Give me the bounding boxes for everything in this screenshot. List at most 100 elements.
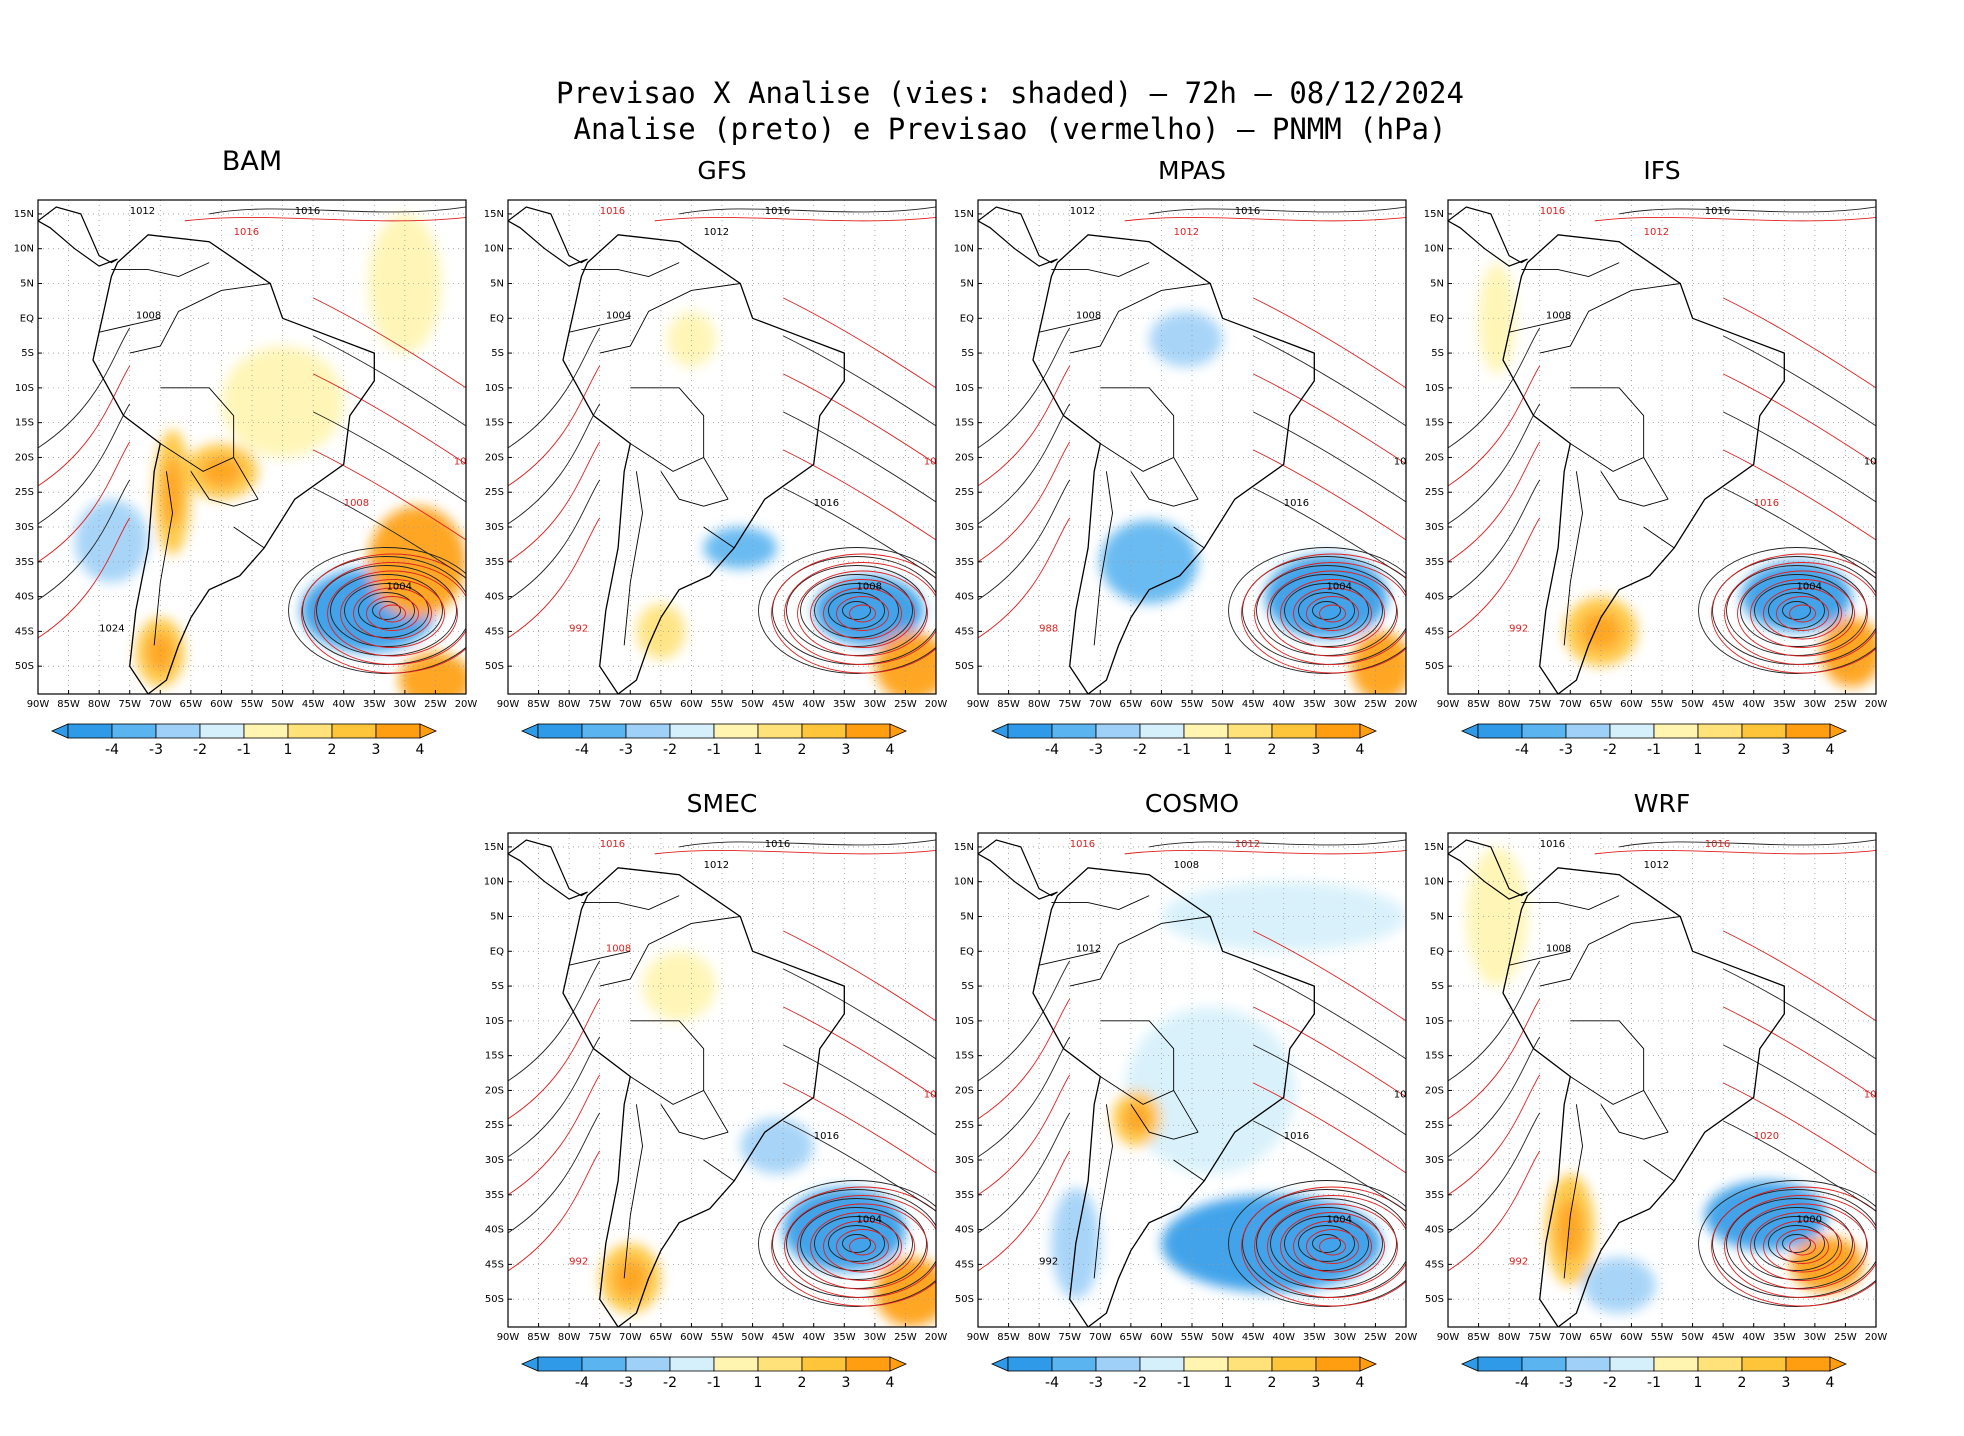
lon-tick-label: 25W: [1834, 1332, 1857, 1343]
lon-tick-label: 70W: [619, 1332, 642, 1343]
colorbar-label: -4: [1515, 1375, 1529, 1391]
lat-tick-label: 10S: [955, 383, 974, 394]
isobar-label: 1008: [1076, 310, 1101, 321]
colorbar-label: -4: [105, 742, 119, 758]
lat-tick-label: 15S: [15, 418, 34, 429]
lon-tick-label: 60W: [210, 699, 233, 710]
lat-tick-label: 35S: [955, 1190, 974, 1201]
map-panel-cosmo: COSMO 1016 1012 1008 1012 1004 992 1024 1016 15N 1…: [940, 783, 1444, 1417]
lat-tick-label: EQ: [960, 313, 974, 324]
lat-tick-label: 50S: [955, 661, 974, 672]
isobar-label: 1008: [606, 943, 631, 954]
colorbar: -4 -3 -2 -1 1 2 3 4: [521, 1356, 907, 1391]
colorbar-label: 3: [372, 742, 381, 758]
lat-tick-label: 50S: [485, 1294, 504, 1305]
colorbar-label: -2: [1603, 1375, 1617, 1391]
colorbar-label: 1: [284, 742, 293, 758]
colorbar-label: 2: [798, 1375, 807, 1391]
lon-tick-label: 80W: [1498, 1332, 1521, 1343]
lon-tick-label: 30W: [1334, 1332, 1357, 1343]
lon-tick-label: 55W: [1651, 699, 1674, 710]
forecast-isobar: [1789, 1237, 1816, 1256]
lon-tick-label: 60W: [680, 699, 703, 710]
isobar-label: 1004: [1327, 1215, 1352, 1226]
colorbar-label: 4: [1356, 742, 1365, 758]
colorbar: -4 -3 -2 -1 1 2 3 4: [1461, 1356, 1847, 1391]
coastline: [562, 867, 845, 1327]
lon-tick-label: 75W: [118, 699, 141, 710]
lon-tick-label: 55W: [1181, 1332, 1204, 1343]
lon-tick-label: 75W: [1528, 699, 1551, 710]
colorbar-label: -4: [1515, 742, 1529, 758]
lat-tick-label: 20S: [1425, 452, 1444, 463]
colorbar-label: -1: [237, 742, 251, 758]
colorbar-label: 1: [1694, 1375, 1703, 1391]
lon-tick-label: 70W: [1089, 699, 1112, 710]
lon-tick-label: 90W: [1437, 699, 1460, 710]
lon-tick-label: 80W: [88, 699, 111, 710]
isobar-label: 1008: [1546, 943, 1571, 954]
lon-tick-label: 65W: [650, 1332, 673, 1343]
lon-tick-label: 40W: [1272, 1332, 1295, 1343]
lat-tick-label: 10S: [485, 1016, 504, 1027]
forecast-isobar: [1267, 570, 1398, 657]
analysis-isobar: [758, 1180, 936, 1307]
isobar-label: 1016: [234, 227, 259, 238]
lat-tick-label: 35S: [1425, 1190, 1444, 1201]
isobar-label: 992: [569, 623, 588, 634]
lat-tick-label: 5S: [1431, 348, 1444, 359]
lon-tick-label: 45W: [1712, 1332, 1735, 1343]
map-panel-ifs: IFS 1016 1016 1012 1008 1004 992 1024 1016 15N 10N…: [1410, 150, 1914, 784]
lat-tick-label: 5S: [21, 348, 34, 359]
lat-tick-label: 40S: [1425, 1225, 1444, 1236]
lat-tick-label: 5N: [1430, 278, 1444, 289]
lat-tick-label: 15S: [485, 418, 504, 429]
lon-tick-label: 85W: [1467, 1332, 1490, 1343]
lat-tick-label: 25S: [955, 487, 974, 498]
isobar-label: 1012: [1076, 943, 1101, 954]
map-svg: 1016 1016 1012 1008 1004 992 1024 1016 15N 10N 5N E…: [1424, 199, 1887, 758]
lon-tick-label: 60W: [1150, 1332, 1173, 1343]
lat-tick-label: 10N: [484, 877, 504, 888]
lat-tick-label: 5N: [490, 278, 504, 289]
isobar-label: 1016: [1754, 498, 1779, 509]
panel-title: GFS: [697, 156, 747, 185]
isobar-label: 992: [1509, 623, 1528, 634]
isobar-label: 1016: [765, 839, 790, 850]
isobar-label: 1016: [1540, 206, 1565, 217]
forecast-isobar: [1763, 587, 1842, 640]
lat-tick-label: 30S: [15, 522, 34, 533]
lat-tick-label: 5S: [491, 981, 504, 992]
panel-title: BAM: [221, 146, 283, 177]
isobar-label: 1012: [1070, 206, 1095, 217]
colorbar-label: -3: [619, 1375, 633, 1391]
isobar-label: 1012: [130, 206, 155, 217]
analysis-isobar: [1768, 592, 1825, 629]
forecast-isobar: [1319, 1237, 1346, 1256]
analysis-isobar: [288, 547, 466, 674]
lon-tick-label: 80W: [558, 699, 581, 710]
analysis-isobar: [842, 601, 871, 620]
colorbar-label: 1: [1224, 742, 1233, 758]
forecast-isobar: [1776, 596, 1829, 631]
lat-tick-label: 40S: [955, 592, 974, 603]
forecast-isobar: [823, 587, 902, 640]
colorbar-label: -3: [1559, 1375, 1573, 1391]
lat-tick-label: 50S: [15, 661, 34, 672]
colorbar: -4 -3 -2 -1 1 2 3 4: [991, 1356, 1377, 1391]
forecast-isobar: [1319, 604, 1346, 623]
lon-tick-label: 80W: [1498, 699, 1521, 710]
colorbar-label: -4: [575, 742, 589, 758]
lon-tick-label: 55W: [711, 1332, 734, 1343]
colorbar-label: -1: [1647, 742, 1661, 758]
analysis-isobar: [1740, 574, 1853, 647]
isobar-label: 1024: [924, 456, 949, 467]
lon-tick-label: 55W: [711, 699, 734, 710]
colorbar-label: 4: [1356, 1375, 1365, 1391]
lon-tick-label: 60W: [1620, 1332, 1643, 1343]
lat-tick-label: 20S: [485, 452, 504, 463]
lon-tick-label: 40W: [802, 699, 825, 710]
isobar-label: 1024: [924, 1089, 949, 1100]
lat-tick-label: 20S: [485, 1085, 504, 1096]
analysis-isobar: [1312, 601, 1341, 620]
